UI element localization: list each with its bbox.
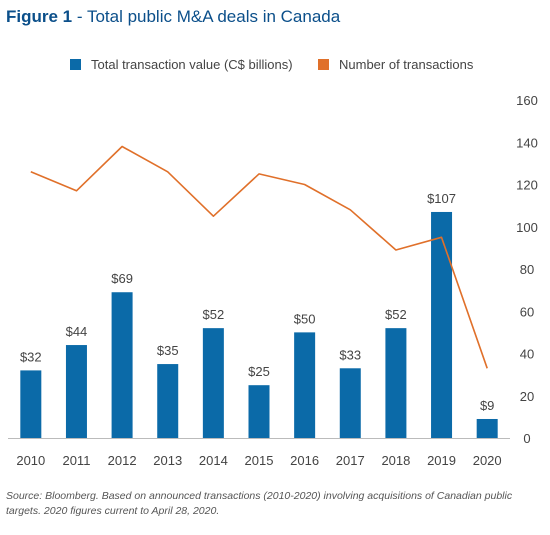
x-tick-label: 2010 — [16, 453, 45, 468]
bar-data-label: $32 — [20, 349, 42, 364]
x-tick-label: 2019 — [427, 453, 456, 468]
legend-label-bars: Total transaction value (C$ billions) — [91, 57, 293, 72]
bar — [431, 211, 453, 438]
x-tick-label: 2018 — [381, 453, 410, 468]
bar — [339, 368, 361, 438]
legend-item-bars: Total transaction value (C$ billions) — [70, 57, 293, 72]
x-tick-label: 2016 — [290, 453, 319, 468]
bar — [157, 364, 179, 438]
y-tick-label: 60 — [520, 304, 534, 319]
bar-data-label: $107 — [427, 191, 456, 206]
x-tick-label: 2013 — [153, 453, 182, 468]
x-tick-label: 2011 — [62, 453, 90, 468]
bar-data-label: $44 — [66, 324, 88, 339]
source-note: Source: Bloomberg. Based on announced tr… — [6, 490, 513, 517]
bar-data-label: $25 — [248, 364, 270, 379]
x-tick-label: 2014 — [199, 453, 228, 468]
bar — [385, 328, 407, 438]
y-tick-label: 40 — [520, 347, 534, 362]
bar — [476, 418, 498, 438]
x-tick-label: 2015 — [245, 453, 274, 468]
y-tick-label: 100 — [516, 220, 538, 235]
legend-label-line: Number of transactions — [339, 57, 474, 72]
y-tick-label: 80 — [520, 262, 534, 277]
x-tick-label: 2012 — [108, 453, 137, 468]
bar-data-label: $52 — [203, 307, 225, 322]
y-tick-label: 160 — [516, 93, 538, 108]
x-tick-label: 2020 — [473, 453, 502, 468]
bar-data-label: $35 — [157, 343, 179, 358]
legend-swatch-bars — [70, 59, 81, 70]
bar-data-label: $69 — [111, 271, 133, 286]
x-tick-label: 2017 — [336, 453, 365, 468]
y-tick-label: 120 — [516, 178, 538, 193]
legend-item-line: Number of transactions — [318, 57, 473, 72]
bar — [111, 292, 133, 438]
y-tick-label: 20 — [520, 389, 534, 404]
chart-legend: Total transaction value (C$ billions) Nu… — [0, 57, 550, 75]
figure-number: Figure 1 — [6, 7, 73, 26]
bar-data-label: $50 — [294, 311, 316, 326]
bar-data-label: $9 — [480, 398, 494, 413]
legend-swatch-line — [318, 59, 329, 70]
bar — [65, 345, 87, 438]
figure-title: Figure 1 - Total public M&A deals in Can… — [6, 7, 340, 27]
figure-title-separator: - — [72, 7, 87, 26]
bar — [294, 332, 316, 438]
y-tick-label: 0 — [523, 431, 530, 446]
transactions-line — [30, 145, 488, 369]
bar-data-label: $33 — [339, 347, 361, 362]
y-tick-label: 140 — [516, 135, 538, 150]
bar — [202, 328, 224, 438]
bar-data-label: $52 — [385, 307, 407, 322]
bar — [248, 385, 270, 438]
bar — [20, 370, 42, 438]
figure-title-text: Total public M&A deals in Canada — [86, 7, 341, 26]
